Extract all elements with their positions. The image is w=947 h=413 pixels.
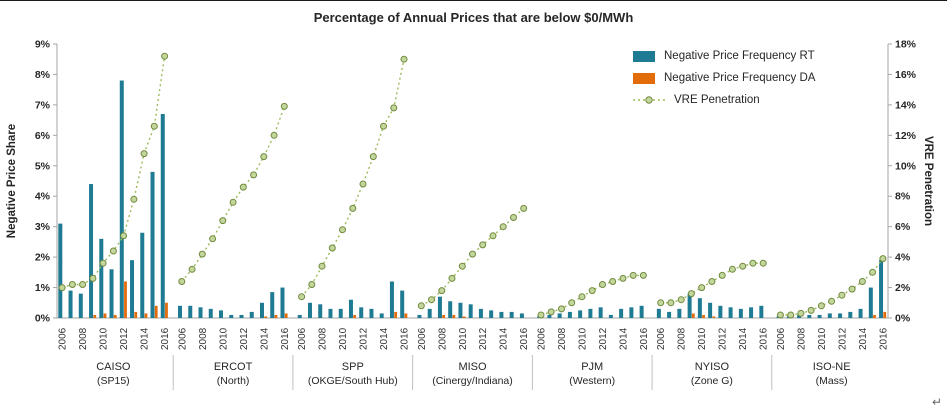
svg-text:2010: 2010 [577,327,588,350]
svg-text:2008: 2008 [198,327,209,350]
svg-text:2006: 2006 [297,327,308,350]
svg-text:12%: 12% [895,130,917,142]
svg-text:3%: 3% [35,221,51,233]
svg-text:MISO: MISO [458,361,487,373]
svg-text:2010: 2010 [99,327,110,350]
vre-dotted-line-swatch-icon [633,94,665,106]
svg-text:2010: 2010 [338,327,349,350]
svg-text:2008: 2008 [796,327,807,350]
svg-text:2%: 2% [35,252,51,264]
svg-text:6%: 6% [895,221,911,233]
svg-text:SPP: SPP [342,361,364,373]
svg-text:2010: 2010 [218,327,229,350]
svg-text:2014: 2014 [858,327,869,350]
right-axis-title: VRE Penetration [922,135,934,227]
left-axis-title: Negative Price Share [6,123,18,239]
svg-text:9%: 9% [35,39,51,51]
svg-text:2014: 2014 [140,327,151,350]
svg-text:2012: 2012 [239,327,250,350]
svg-text:2012: 2012 [718,327,729,350]
svg-text:(OKGE/South Hub): (OKGE/South Hub) [308,375,398,387]
svg-text:2012: 2012 [598,327,609,350]
legend-item-rt: Negative Price Frequency RT [633,50,815,62]
svg-text:2008: 2008 [557,327,568,350]
svg-text:2016: 2016 [639,327,650,350]
legend: Negative Price Frequency RT Negative Pri… [633,50,815,106]
svg-text:2016: 2016 [759,327,770,350]
svg-text:(Mass): (Mass) [816,375,848,387]
svg-text:2012: 2012 [119,327,130,350]
svg-text:NYISO: NYISO [695,361,730,373]
svg-text:2006: 2006 [776,327,787,350]
svg-text:2012: 2012 [837,327,848,350]
svg-text:2010: 2010 [458,327,469,350]
svg-text:2010: 2010 [697,327,708,350]
svg-text:ERCOT: ERCOT [214,361,253,373]
legend-label-vre: VRE Penetration [674,94,760,106]
svg-text:2014: 2014 [379,327,390,350]
svg-text:14%: 14% [895,99,917,111]
svg-text:2008: 2008 [437,327,448,350]
svg-text:(Cinergy/Indiana): (Cinergy/Indiana) [432,375,513,387]
svg-text:2008: 2008 [318,327,329,350]
svg-text:(Western): (Western) [569,375,615,387]
svg-text:(SP15): (SP15) [97,375,130,387]
chart-title: Percentage of Annual Prices that are bel… [313,10,634,25]
svg-text:2006: 2006 [58,327,69,350]
svg-text:8%: 8% [895,191,911,203]
svg-text:2016: 2016 [280,327,291,350]
svg-text:2008: 2008 [78,327,89,350]
svg-text:2016: 2016 [878,327,889,350]
svg-text:2012: 2012 [478,327,489,350]
legend-item-da: Negative Price Frequency DA [633,72,815,84]
svg-text:2006: 2006 [417,327,428,350]
da-bar-swatch-icon [633,72,655,84]
svg-text:10%: 10% [895,160,917,172]
svg-text:2014: 2014 [738,327,749,350]
svg-text:16%: 16% [895,69,917,81]
svg-text:2006: 2006 [656,327,667,350]
svg-text:2%: 2% [895,282,911,294]
svg-text:0%: 0% [895,313,911,325]
top-border-line [0,0,947,1]
svg-text:4%: 4% [895,252,911,264]
svg-text:2016: 2016 [519,327,530,350]
return-mark-icon: ↵ [931,395,942,409]
svg-text:2010: 2010 [817,327,828,350]
svg-text:2014: 2014 [499,327,510,350]
svg-text:ISO-NE: ISO-NE [813,361,851,373]
svg-text:18%: 18% [895,39,917,51]
svg-text:(Zone G): (Zone G) [691,375,733,387]
svg-text:5%: 5% [35,160,51,172]
svg-text:7%: 7% [35,99,51,111]
svg-text:4%: 4% [35,191,51,203]
svg-text:2012: 2012 [359,327,370,350]
svg-text:2016: 2016 [400,327,411,350]
svg-text:2008: 2008 [677,327,688,350]
legend-item-vre: VRE Penetration [633,94,815,106]
svg-text:6%: 6% [35,130,51,142]
svg-text:2014: 2014 [618,327,629,350]
svg-text:2006: 2006 [536,327,547,350]
svg-text:2006: 2006 [177,327,188,350]
svg-text:1%: 1% [35,282,51,294]
svg-text:(North): (North) [217,375,250,387]
legend-label-rt: Negative Price Frequency RT [664,50,815,62]
svg-text:2014: 2014 [259,327,270,350]
svg-text:2016: 2016 [160,327,171,350]
legend-label-da: Negative Price Frequency DA [664,72,816,84]
svg-text:8%: 8% [35,69,51,81]
svg-text:0%: 0% [35,313,51,325]
svg-text:CAISO: CAISO [96,361,131,373]
svg-text:PJM: PJM [581,361,603,373]
rt-bar-swatch-icon [633,50,655,62]
